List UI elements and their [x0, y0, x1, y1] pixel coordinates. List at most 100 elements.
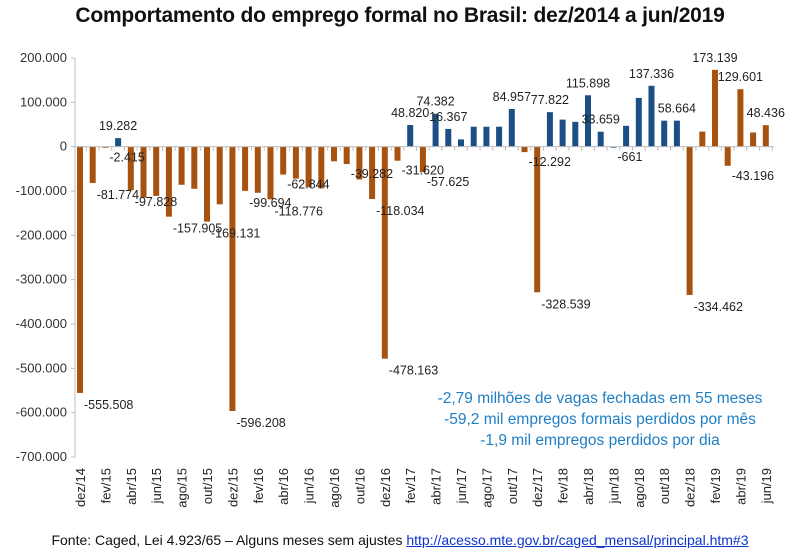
y-tick-label: -100.000 [16, 183, 67, 198]
bar-jul-17 [470, 126, 477, 147]
data-label: 129.601 [718, 70, 763, 84]
bar-jul-15 [165, 146, 172, 217]
y-tick-label: 0 [60, 139, 67, 154]
y-tick-label: 100.000 [20, 94, 67, 109]
data-label: 84.957 [493, 90, 531, 104]
source-footer: Fonte: Caged, Lei 4.923/65 – Alguns mese… [0, 532, 800, 548]
y-tick-label: -400.000 [16, 316, 67, 331]
bar-nov-15 [216, 146, 223, 205]
data-label: -57.625 [427, 175, 469, 189]
y-tick-label: 200.000 [20, 50, 67, 65]
data-labels: -555.508 -81.774 -2.415 19.282 -97.828 -157.9… [84, 51, 785, 430]
bar-mai-19 [750, 132, 757, 147]
bar-dez-18 [686, 146, 693, 295]
x-tick-label: jun/18 [606, 468, 621, 504]
x-tick-label: abr/18 [581, 468, 596, 505]
bar-nov-16 [369, 146, 376, 199]
bar-dez-16 [381, 146, 388, 359]
bar-out-15 [204, 146, 210, 222]
bar-dez-17 [534, 146, 541, 293]
x-tick-label: ago/16 [327, 468, 342, 508]
data-label: -157.905 [173, 222, 222, 236]
bar-jun-15 [153, 146, 160, 196]
x-tick-label: fev/19 [708, 468, 723, 503]
bar-out-17 [508, 109, 515, 147]
bar-abr-15 [127, 146, 134, 191]
data-label: 48.820 [391, 106, 429, 120]
bar-set-17 [496, 126, 503, 147]
x-tick-label: fev/15 [98, 468, 113, 503]
chart-title: Comportamento do emprego formal no Brasi… [75, 4, 725, 27]
bar-abr-17 [432, 113, 439, 147]
data-label: -12.292 [529, 155, 571, 169]
x-tick-label: abr/16 [276, 468, 291, 505]
x-tick-label: out/17 [505, 468, 520, 504]
data-label: -478.163 [389, 364, 438, 378]
x-tick-label: dez/16 [378, 468, 393, 507]
bar-jul-18 [623, 125, 630, 147]
bar-fev-18 [559, 119, 566, 147]
data-label: -43.196 [732, 169, 774, 183]
bar-mar-18 [572, 121, 579, 147]
bar-nov-17 [521, 146, 528, 153]
bar-abr-19 [737, 89, 744, 147]
x-tick-label: out/16 [352, 468, 367, 504]
bar-ago-15 [178, 146, 185, 185]
source-text: Fonte: Caged, Lei 4.923/65 – Alguns mese… [51, 532, 407, 548]
bar-dez-14 [77, 146, 83, 393]
bar-set-15 [191, 146, 198, 189]
y-axis: 200.000 100.000 0 -100.000 -200.000 -300.000 -… [16, 50, 76, 464]
bar-jun-17 [458, 139, 464, 147]
x-tick-label: ago/18 [632, 468, 647, 508]
data-label: -328.539 [541, 297, 590, 311]
x-tick-label: out/18 [657, 468, 672, 504]
x-tick-label: jun/15 [149, 468, 164, 504]
data-label: -169.131 [211, 227, 260, 241]
data-label: -661 [617, 150, 642, 164]
bar-mar-15 [115, 138, 122, 147]
x-tick-label: dez/14 [73, 468, 88, 507]
data-label: 48.436 [747, 106, 785, 120]
bars [77, 69, 769, 411]
data-label: 77.822 [531, 93, 569, 107]
source-link[interactable]: http://acesso.mte.gov.br/caged_mensal/pr… [406, 532, 749, 548]
x-tick-label: fev/18 [556, 468, 571, 503]
data-label: -596.208 [236, 416, 285, 430]
summary-line-2: -59,2 mil empregos formais perdidos por … [444, 411, 756, 428]
bar-jul-16 [318, 146, 325, 189]
bar-jan-17 [394, 146, 401, 161]
x-tick-label: jun/16 [302, 468, 317, 504]
bar-chart: 200.000 100.000 0 -100.000 -200.000 -300.000 -… [16, 50, 785, 508]
bar-fev-19 [712, 69, 718, 147]
bar-abr-16 [280, 146, 287, 175]
x-tick-label: ago/15 [175, 468, 190, 508]
y-tick-label: -200.000 [16, 227, 67, 242]
bar-abr-18 [585, 95, 591, 147]
bar-out-16 [356, 146, 363, 180]
data-label: -81.774 [97, 188, 139, 202]
bar-jan-15 [89, 146, 96, 183]
bar-mar-16 [267, 146, 274, 200]
y-tick-label: -500.000 [16, 360, 67, 375]
data-label: -2.415 [109, 151, 144, 165]
bar-mai-16 [292, 146, 299, 179]
bar-jun-16 [305, 146, 312, 188]
bar-jan-19 [699, 131, 706, 147]
data-label: 33.659 [582, 113, 620, 127]
data-label: 137.336 [629, 67, 674, 81]
data-label: -31.620 [402, 164, 444, 178]
bar-fev-16 [254, 146, 261, 193]
data-label: 16.367 [429, 110, 467, 124]
x-axis: dez/14 fev/15 abr/15 jun/15 ago/15 out/15 dez/… [73, 146, 774, 508]
y-tick-label: -700.000 [16, 449, 67, 464]
x-tick-label: abr/17 [429, 468, 444, 505]
x-tick-label: out/15 [200, 468, 215, 504]
y-tick-label: -600.000 [16, 405, 67, 420]
bar-dez-15 [229, 146, 236, 411]
bar-ago-16 [331, 146, 337, 162]
x-tick-label: jun/17 [454, 468, 469, 504]
bar-out-18 [661, 120, 668, 147]
bar-mar-17 [419, 146, 426, 173]
bar-mai-17 [445, 128, 452, 147]
data-label: 173.139 [692, 51, 737, 65]
